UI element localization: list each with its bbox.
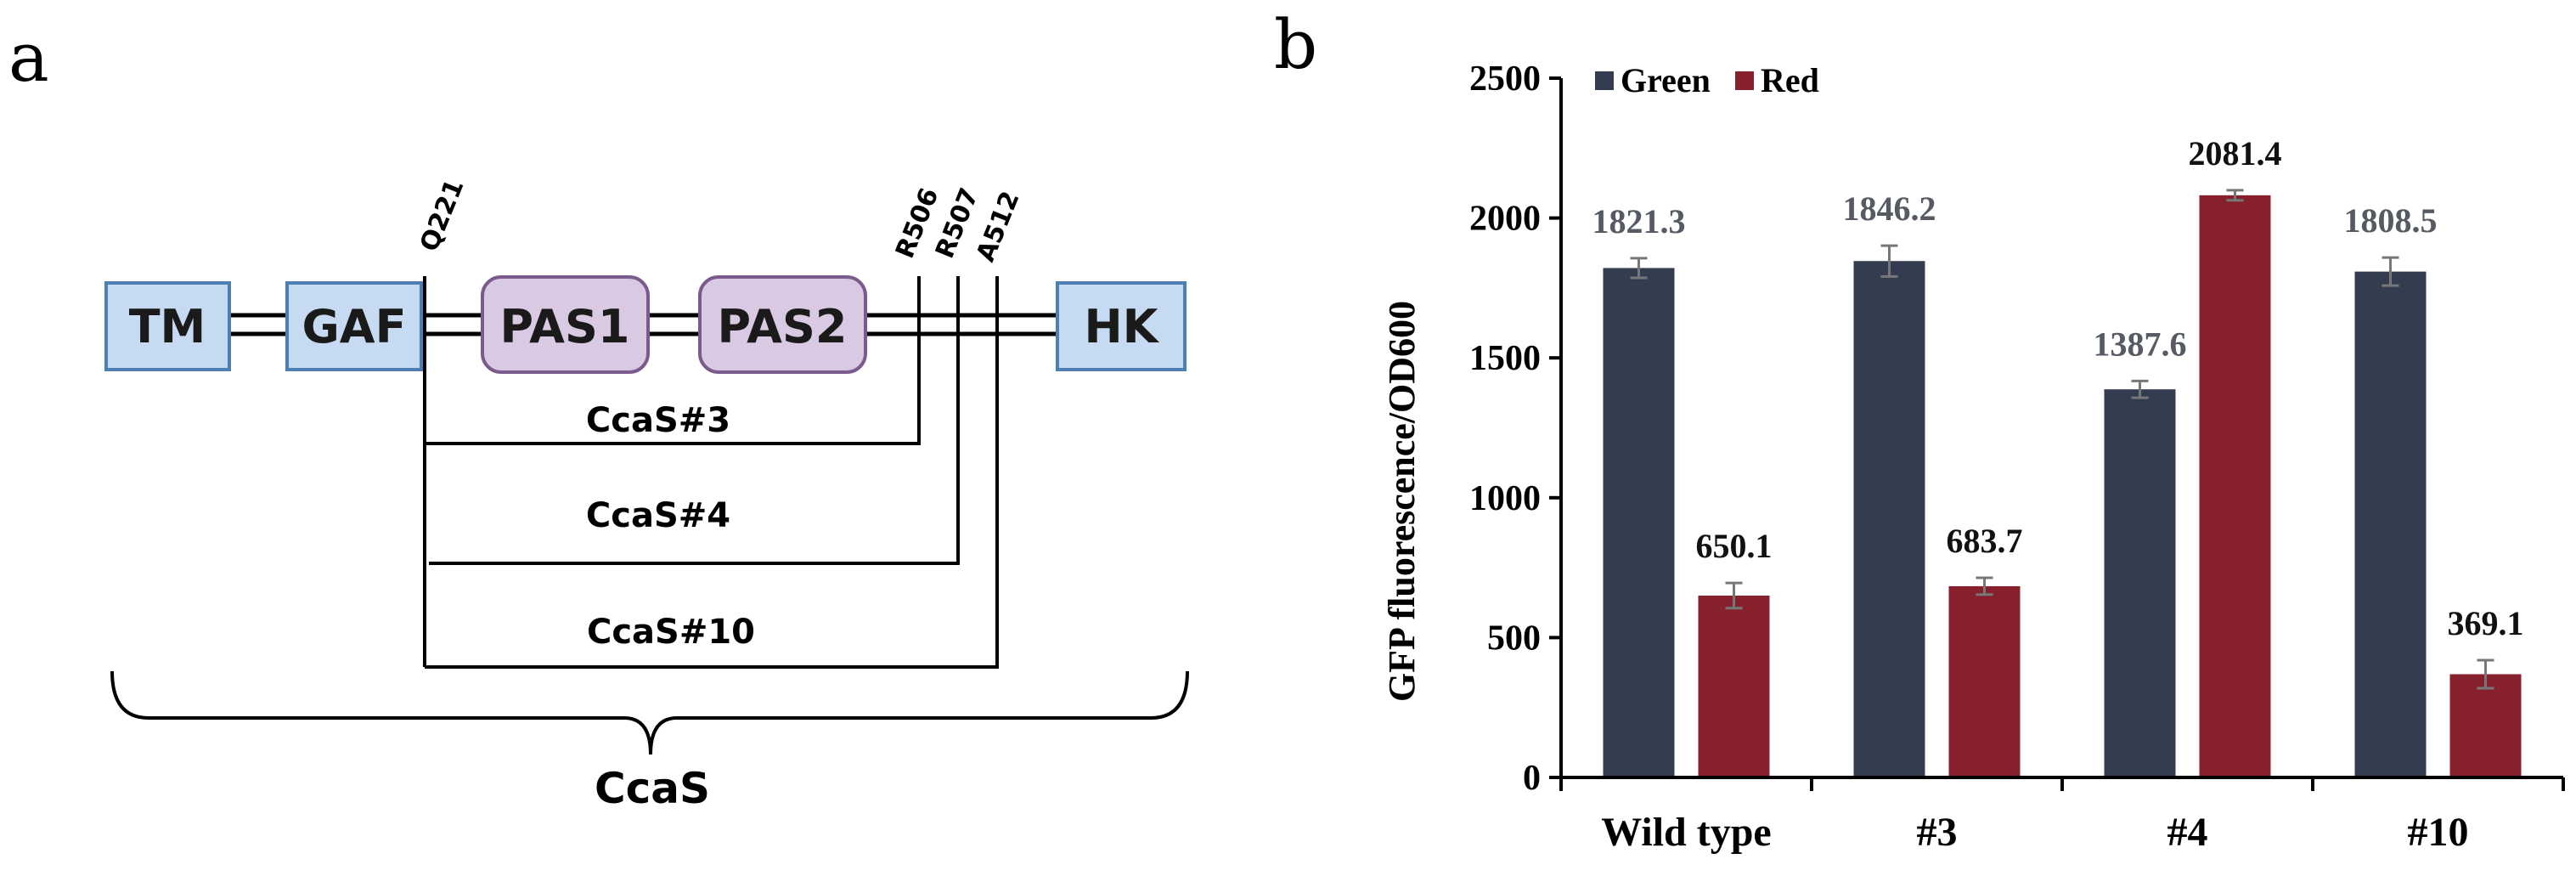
- variant-10-label: CcaS#10: [587, 613, 755, 652]
- category-label: #3: [1917, 810, 1958, 855]
- domain-hk-label: HK: [1084, 300, 1159, 353]
- legend-swatch-red: [1735, 71, 1754, 90]
- y-axis-label: GFP fluorescence/OD600: [1381, 301, 1423, 702]
- domain-pas2-label: PAS2: [718, 300, 848, 353]
- y-tick-label: 1500: [1469, 339, 1541, 378]
- domain-gaf-box: [285, 281, 423, 371]
- bar-red-0: [1698, 595, 1770, 777]
- bar-green-1: [1853, 261, 1925, 777]
- data-label: 2081.4: [2189, 134, 2282, 172]
- bar-green-0: [1603, 268, 1675, 777]
- y-tick-label: 500: [1487, 619, 1541, 658]
- domain-pas1-box: [481, 275, 650, 374]
- bar-green-3: [2354, 271, 2427, 777]
- bar-red-2: [2199, 195, 2271, 778]
- category-label: Wild type: [1601, 810, 1771, 855]
- legend-label-green: Green: [1621, 61, 1711, 99]
- data-label: 1808.5: [2344, 201, 2438, 240]
- bars: [1603, 195, 2522, 778]
- y-tick-label: 2000: [1469, 200, 1541, 239]
- data-label: 683.7: [1947, 522, 2023, 560]
- domain-pas1-label: PAS1: [500, 300, 630, 353]
- legend: Green Red: [1595, 61, 1819, 99]
- error-bars: [1630, 189, 2494, 690]
- panel-a-letter: a: [8, 18, 49, 97]
- variant-4-label: CcaS#4: [586, 496, 730, 535]
- ccas-brace: [110, 670, 1189, 755]
- legend-swatch-green: [1595, 71, 1614, 90]
- category-label: #4: [2167, 810, 2208, 855]
- bar-chart: GFP fluorescence/OD600 0 500 1000 1500 2000 2…: [1381, 59, 2565, 855]
- y-tick-label: 1000: [1469, 479, 1541, 518]
- site-q221-label: Q221: [414, 175, 470, 256]
- y-tick-label: 0: [1523, 759, 1541, 798]
- variant-3-label: CcaS#3: [586, 401, 730, 440]
- category-label: #10: [2408, 810, 2469, 855]
- data-label: 1821.3: [1592, 202, 1686, 240]
- y-axis-ticks: 0 500 1000 1500 2000 2500: [1469, 59, 2565, 798]
- domain-diagram: TM GAF PAS1 PAS2 HK Q221 R506 R507 A512 …: [104, 175, 1189, 813]
- data-label: 369.1: [2448, 604, 2524, 642]
- domain-tm-box: [104, 281, 231, 371]
- category-labels: Wild type #3 #4 #10: [1601, 810, 2468, 855]
- data-label: 650.1: [1696, 527, 1773, 565]
- panel-b-letter: b: [1274, 5, 1317, 84]
- domain-tm-label: TM: [129, 300, 206, 353]
- bar-green-2: [2104, 389, 2176, 777]
- data-label: 1387.6: [2094, 325, 2187, 363]
- domain-hk-box: [1056, 281, 1187, 371]
- data-label: 1846.2: [1843, 189, 1936, 228]
- y-tick-label: 2500: [1469, 59, 1541, 99]
- value-labels: 1821.3 650.1 1846.2 683.7 1387.6 2081.4 1808.5…: [1592, 134, 2524, 642]
- domain-gaf-label: GAF: [302, 300, 406, 353]
- ccas-label: CcaS: [595, 764, 710, 813]
- bar-red-3: [2449, 674, 2522, 777]
- legend-label-red: Red: [1761, 61, 1819, 99]
- domain-pas2-box: [698, 275, 867, 374]
- bar-red-1: [1948, 585, 2021, 777]
